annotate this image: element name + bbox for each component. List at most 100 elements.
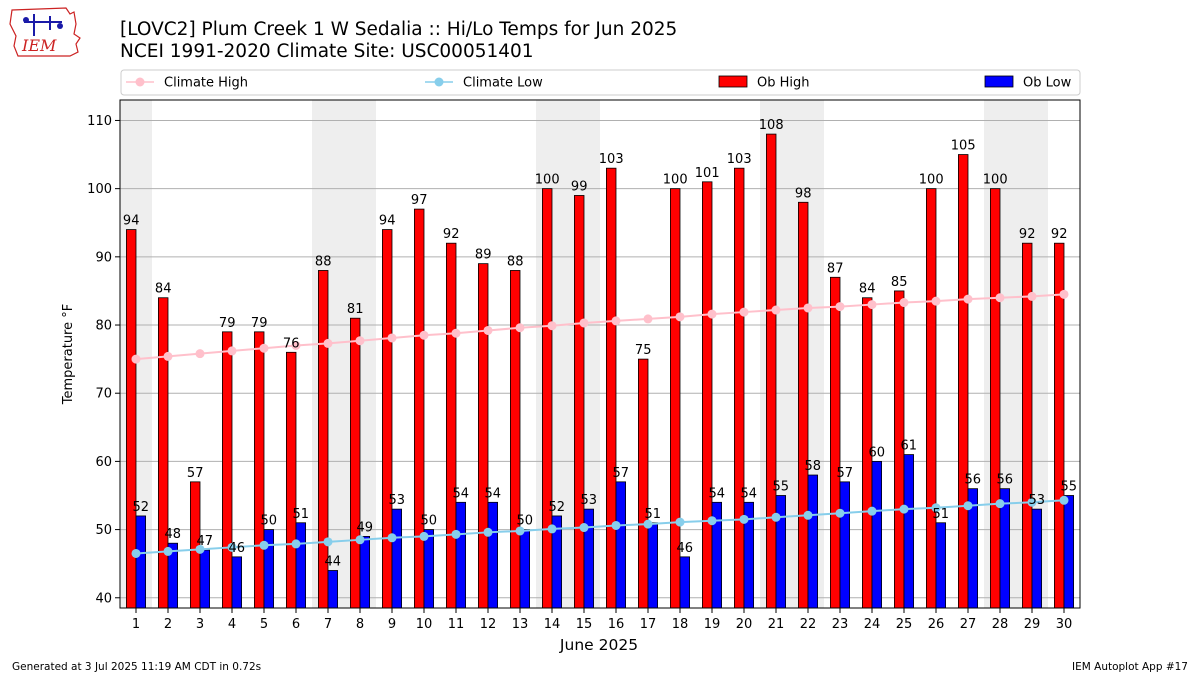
- ob-low-label-8: 49: [357, 520, 374, 535]
- climate-low-point-6: [291, 539, 301, 549]
- climate-high-point-19: [707, 309, 717, 319]
- ob-low-label-26: 51: [933, 507, 950, 522]
- ob-low-label-7: 44: [325, 554, 342, 569]
- xtick-label-23: 23: [832, 617, 849, 632]
- climate-low-point-1: [131, 548, 141, 558]
- ob-high-bar-14: [542, 188, 553, 609]
- climate-low-point-16: [611, 520, 621, 530]
- xtick-label-28: 28: [992, 617, 1009, 632]
- ob-high-label-9: 94: [379, 214, 396, 229]
- ob-high-label-29: 92: [1019, 227, 1036, 242]
- ob-low-bar-1: [135, 515, 147, 609]
- ob-low-label-17: 51: [645, 507, 662, 522]
- xtick-label-6: 6: [292, 617, 300, 632]
- xtick-label-17: 17: [640, 617, 657, 632]
- climate-low-point-10: [419, 531, 429, 541]
- ob-low-label-28: 56: [997, 473, 1014, 488]
- ob-low-label-9: 53: [389, 493, 406, 508]
- ob-low-bar-10: [423, 529, 435, 609]
- xtick-label-24: 24: [864, 617, 881, 632]
- climate-low-point-12: [483, 527, 493, 537]
- climate-high-point-16: [611, 316, 621, 326]
- climate-high-point-17: [643, 314, 653, 324]
- ob-high-label-7: 88: [315, 254, 332, 269]
- ob-high-label-11: 92: [443, 227, 460, 242]
- xtick-label-19: 19: [704, 617, 721, 632]
- chart-subtitle: NCEI 1991-2020 Climate Site: USC00051401: [120, 41, 534, 62]
- ob-low-label-16: 57: [613, 466, 630, 481]
- ob-high-bar-27: [958, 154, 969, 609]
- ob-low-bar-30: [1063, 495, 1075, 609]
- ob-low-bar-16: [615, 481, 627, 609]
- xtick-label-16: 16: [608, 617, 625, 632]
- ob-high-bar-19: [702, 181, 713, 609]
- ob-low-label-24: 60: [869, 445, 886, 460]
- ob-low-label-2: 48: [165, 527, 182, 542]
- climate-high-point-3: [195, 349, 205, 359]
- ob-low-label-12: 54: [485, 486, 502, 501]
- ob-high-bar-10: [413, 208, 425, 609]
- xtick-label-13: 13: [512, 617, 529, 632]
- climate-low-point-30: [1059, 495, 1069, 505]
- climate-high-point-29: [1027, 291, 1037, 301]
- ob-high-label-13: 88: [507, 254, 524, 269]
- ob-high-label-8: 81: [347, 302, 364, 317]
- climate-low-point-3: [195, 544, 205, 554]
- climate-low-point-28: [995, 499, 1005, 509]
- ob-low-bar-23: [839, 481, 851, 609]
- climate-high-point-9: [387, 333, 397, 343]
- climate-high-point-6: [291, 340, 301, 350]
- ob-high-label-14: 100: [535, 173, 560, 188]
- ob-high-bar-16: [606, 167, 617, 609]
- climate-low-point-20: [739, 514, 749, 524]
- climate-low-point-14: [547, 524, 557, 534]
- ob-high-label-26: 100: [919, 173, 944, 188]
- climate-high-point-30: [1059, 289, 1069, 299]
- ob-high-label-30: 92: [1051, 227, 1068, 242]
- climate-low-point-29: [1027, 497, 1037, 507]
- climate-high-point-22: [803, 303, 813, 313]
- ob-low-label-18: 46: [677, 541, 694, 556]
- ob-high-bar-20: [734, 167, 745, 609]
- climate-high-point-24: [867, 300, 877, 310]
- xtick-label-4: 4: [228, 617, 236, 632]
- ob-high-label-18: 100: [663, 173, 688, 188]
- ytick-label-110: 110: [87, 114, 112, 129]
- plot-frame: [119, 99, 1081, 609]
- y-axis-title: Temperature °F: [61, 304, 76, 405]
- legend-label-climate-low: Climate Low: [463, 76, 543, 91]
- climate-low-point-21: [771, 512, 781, 522]
- climate-high-point-18: [675, 312, 685, 322]
- ob-high-bar-8: [349, 317, 361, 609]
- xtick-label-15: 15: [576, 617, 593, 632]
- legend-ob-high: Ob High: [718, 76, 810, 91]
- legend-label-ob-high: Ob High: [757, 76, 810, 91]
- ob-high-label-24: 84: [859, 282, 876, 297]
- climate-high-point-23: [835, 302, 845, 312]
- climate-low-point-11: [451, 529, 461, 539]
- xtick-label-7: 7: [324, 617, 332, 632]
- ob-high-label-6: 76: [283, 336, 300, 351]
- ob-low-bar-12: [487, 501, 499, 609]
- ob-high-bar-26: [926, 188, 937, 609]
- climate-low-line: [135, 499, 1065, 555]
- xtick-label-29: 29: [1024, 617, 1041, 632]
- ob-low-label-27: 56: [965, 473, 982, 488]
- xtick-label-27: 27: [960, 617, 977, 632]
- ob-high-label-19: 101: [695, 166, 720, 181]
- climate-high-point-7: [323, 338, 333, 348]
- ob-high-label-3: 57: [187, 466, 204, 481]
- climate-low-point-22: [803, 510, 813, 520]
- footer-app: IEM Autoplot App #17: [1072, 661, 1188, 673]
- bar-value-labels: 94 52 84 48 57 47 79 46 79 50 76 51 88 44 81 49 94 53 97 50…: [123, 118, 1077, 569]
- ob-low-bar-11: [455, 501, 467, 609]
- ytick-label-50: 50: [95, 523, 112, 538]
- ob-high-bar-15: [574, 195, 585, 609]
- climate-low-point-13: [515, 526, 525, 536]
- ob-low-bar-4: [231, 556, 243, 609]
- climate-high-point-28: [995, 293, 1005, 303]
- grid-lines: [120, 119, 1080, 599]
- climate-high-point-5: [259, 343, 269, 353]
- ob-low-label-23: 57: [837, 466, 854, 481]
